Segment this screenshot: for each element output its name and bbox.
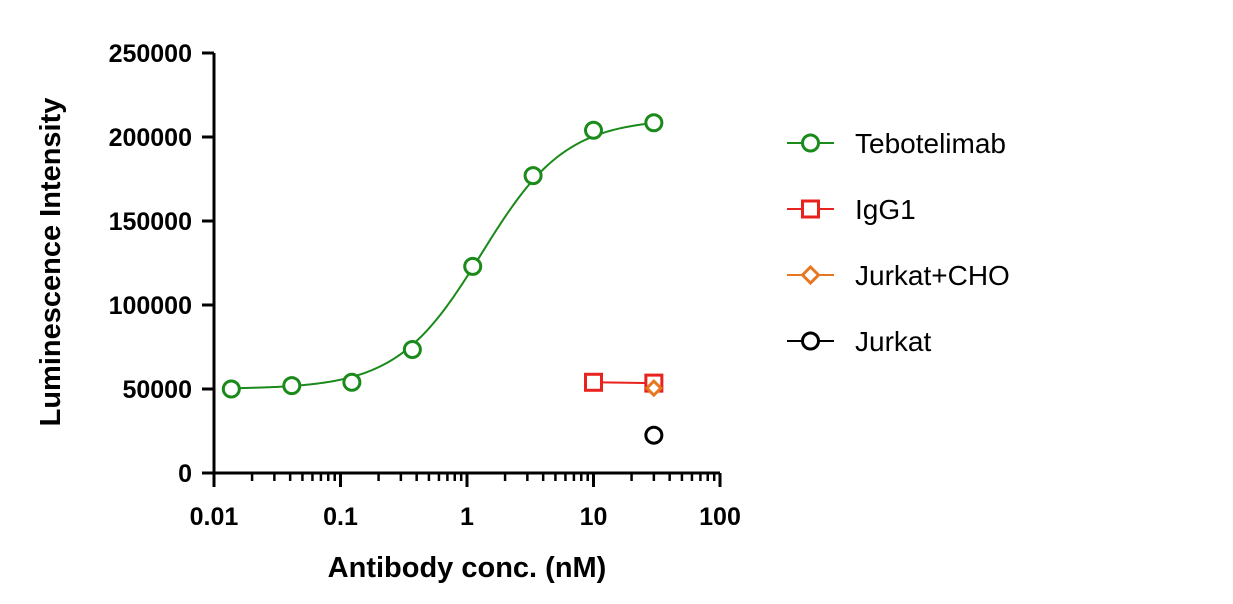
y-tick-label: 150000 bbox=[109, 208, 192, 236]
axes: 0 50000 100000 150000 200000 250000 0.01 0.1 1 10… bbox=[109, 40, 741, 531]
legend-label: Jurkat bbox=[855, 326, 931, 357]
series-line bbox=[593, 381, 654, 385]
legend-label: IgG1 bbox=[855, 194, 916, 225]
x-tick-label: 1 bbox=[460, 503, 474, 531]
y-tick-label: 200000 bbox=[109, 124, 192, 152]
legend-label: Jurkat+CHO bbox=[855, 260, 1010, 291]
y-tick-label: 0 bbox=[178, 460, 192, 488]
legend-marker bbox=[801, 133, 820, 153]
legend-item: IgG1 bbox=[787, 194, 916, 225]
data-point bbox=[644, 113, 664, 133]
series-jurkat bbox=[644, 425, 664, 445]
legend-marker bbox=[801, 331, 820, 351]
y-axis-label: Luminescence Intensity bbox=[35, 98, 67, 427]
legend: Tebotelimab IgG1 Jurkat+CHO Jurkat bbox=[787, 128, 1010, 357]
x-tick-label: 10 bbox=[580, 503, 608, 531]
legend-label: Tebotelimab bbox=[855, 128, 1006, 159]
x-tick-label: 0.01 bbox=[190, 503, 239, 531]
plot-area bbox=[221, 113, 664, 445]
data-point bbox=[463, 256, 483, 276]
legend-item: Tebotelimab bbox=[787, 128, 1006, 159]
data-point bbox=[644, 379, 663, 398]
legend-item: Jurkat+CHO bbox=[787, 260, 1010, 291]
x-tick-label: 100 bbox=[699, 503, 741, 531]
series-jurkat-cho bbox=[644, 379, 663, 398]
y-tick-label: 100000 bbox=[109, 292, 192, 320]
legend-marker bbox=[800, 264, 821, 286]
data-point bbox=[584, 372, 603, 392]
legend-marker bbox=[801, 199, 820, 219]
data-point bbox=[402, 340, 422, 360]
data-point bbox=[584, 120, 603, 140]
fit-curve bbox=[231, 122, 654, 390]
y-tick-label: 250000 bbox=[109, 40, 192, 68]
data-point bbox=[523, 166, 543, 186]
data-point bbox=[342, 372, 362, 392]
series-tebotelimab bbox=[221, 113, 664, 399]
data-point bbox=[282, 376, 302, 396]
y-tick-label: 50000 bbox=[122, 376, 192, 404]
legend-item: Jurkat bbox=[787, 326, 931, 357]
data-point bbox=[221, 379, 241, 399]
x-tick-label: 0.1 bbox=[323, 503, 358, 531]
data-point bbox=[644, 425, 664, 445]
x-axis-label: Antibody conc. (nM) bbox=[328, 552, 607, 584]
